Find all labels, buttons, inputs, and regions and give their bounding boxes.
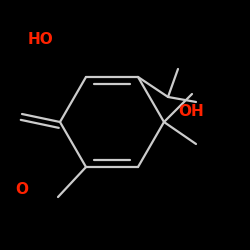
- Text: HO: HO: [28, 32, 54, 48]
- Text: OH: OH: [178, 104, 204, 120]
- Text: O: O: [15, 182, 28, 198]
